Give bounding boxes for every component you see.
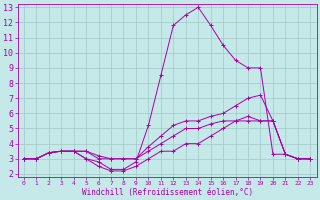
X-axis label: Windchill (Refroidissement éolien,°C): Windchill (Refroidissement éolien,°C) <box>82 188 253 197</box>
